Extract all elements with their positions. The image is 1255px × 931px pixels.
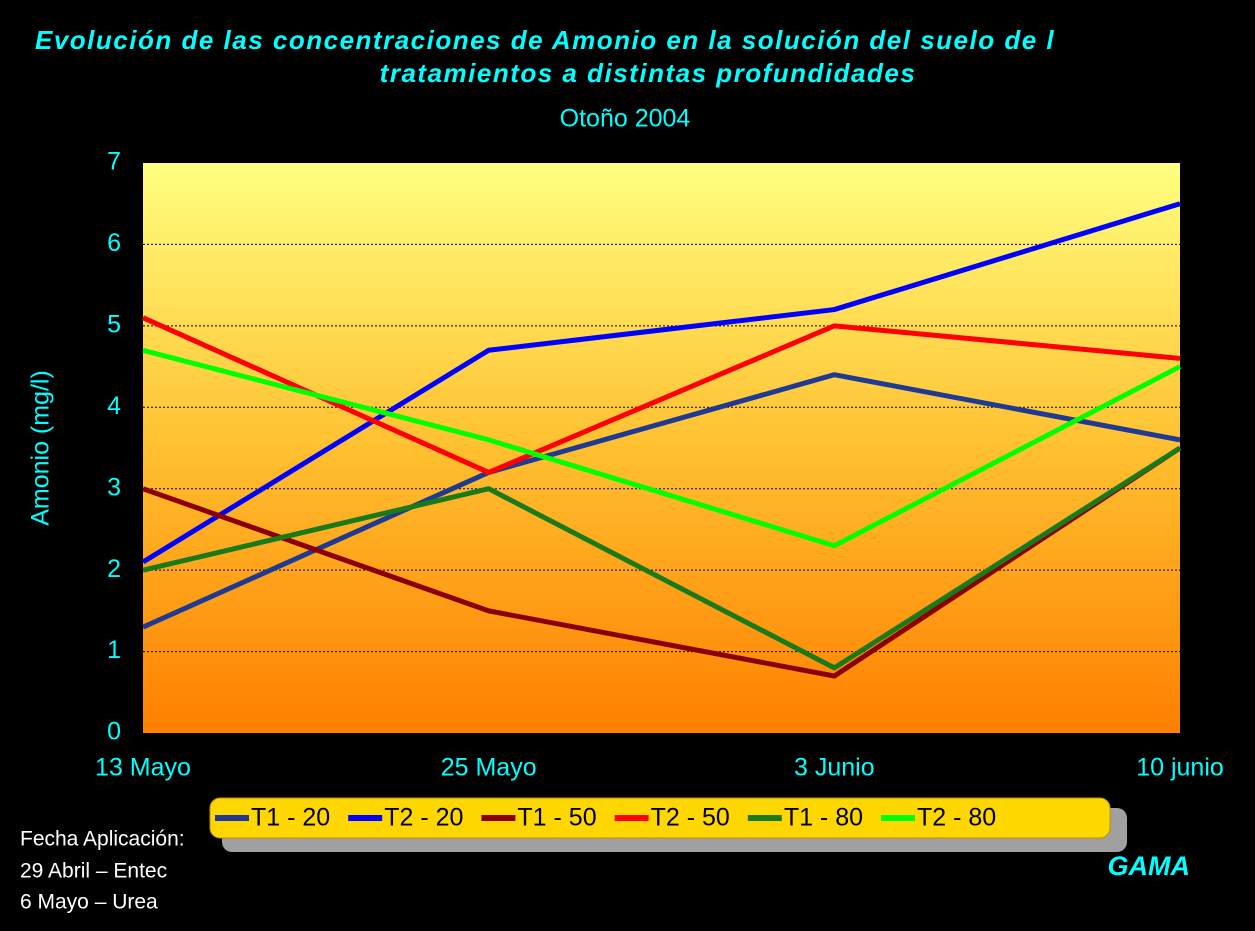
- chart-title: Evolución de las concentraciones de Amon…: [35, 25, 1055, 55]
- chart-title: tratamientos a distintas profundidades: [380, 58, 917, 88]
- annotation: 29 Abril – Entec: [20, 860, 167, 883]
- legend-label: T1 - 50: [517, 804, 596, 832]
- x-tick-label: 13 Mayo: [95, 754, 191, 782]
- legend-label: T1 - 20: [251, 804, 330, 832]
- legend-label: T2 - 80: [917, 804, 996, 832]
- legend-box: [209, 797, 1111, 839]
- legend-label: T1 - 80: [784, 804, 863, 832]
- annotation: Fecha Aplicación:: [20, 828, 185, 851]
- series-line: [142, 445, 1182, 671]
- y-axis-label: Amonio (mg/l): [27, 370, 55, 526]
- y-tick-label: 2: [107, 555, 121, 583]
- y-tick-label: 3: [107, 473, 121, 501]
- series-line: [141, 201, 1181, 565]
- y-tick-label: 5: [107, 310, 121, 338]
- x-tick-label: 3 Junio: [794, 754, 875, 782]
- y-tick-label: 7: [107, 148, 121, 176]
- y-tick-label: 0: [107, 718, 121, 746]
- y-tick-label: 4: [107, 392, 121, 420]
- legend-label: T2 - 20: [384, 804, 463, 832]
- annotation: 6 Mayo – Urea: [20, 891, 158, 914]
- y-tick-label: 6: [107, 229, 121, 257]
- series-line: [142, 347, 1182, 549]
- x-tick-label: 10 junio: [1136, 754, 1224, 782]
- y-tick-label: 1: [107, 636, 121, 664]
- chart-subtitle: Otoño 2004: [560, 105, 691, 133]
- legend-label: T2 - 50: [651, 804, 730, 832]
- annotation: GAMA: [1108, 851, 1191, 881]
- x-tick-label: 25 Mayo: [441, 754, 537, 782]
- series-line: [142, 445, 1182, 679]
